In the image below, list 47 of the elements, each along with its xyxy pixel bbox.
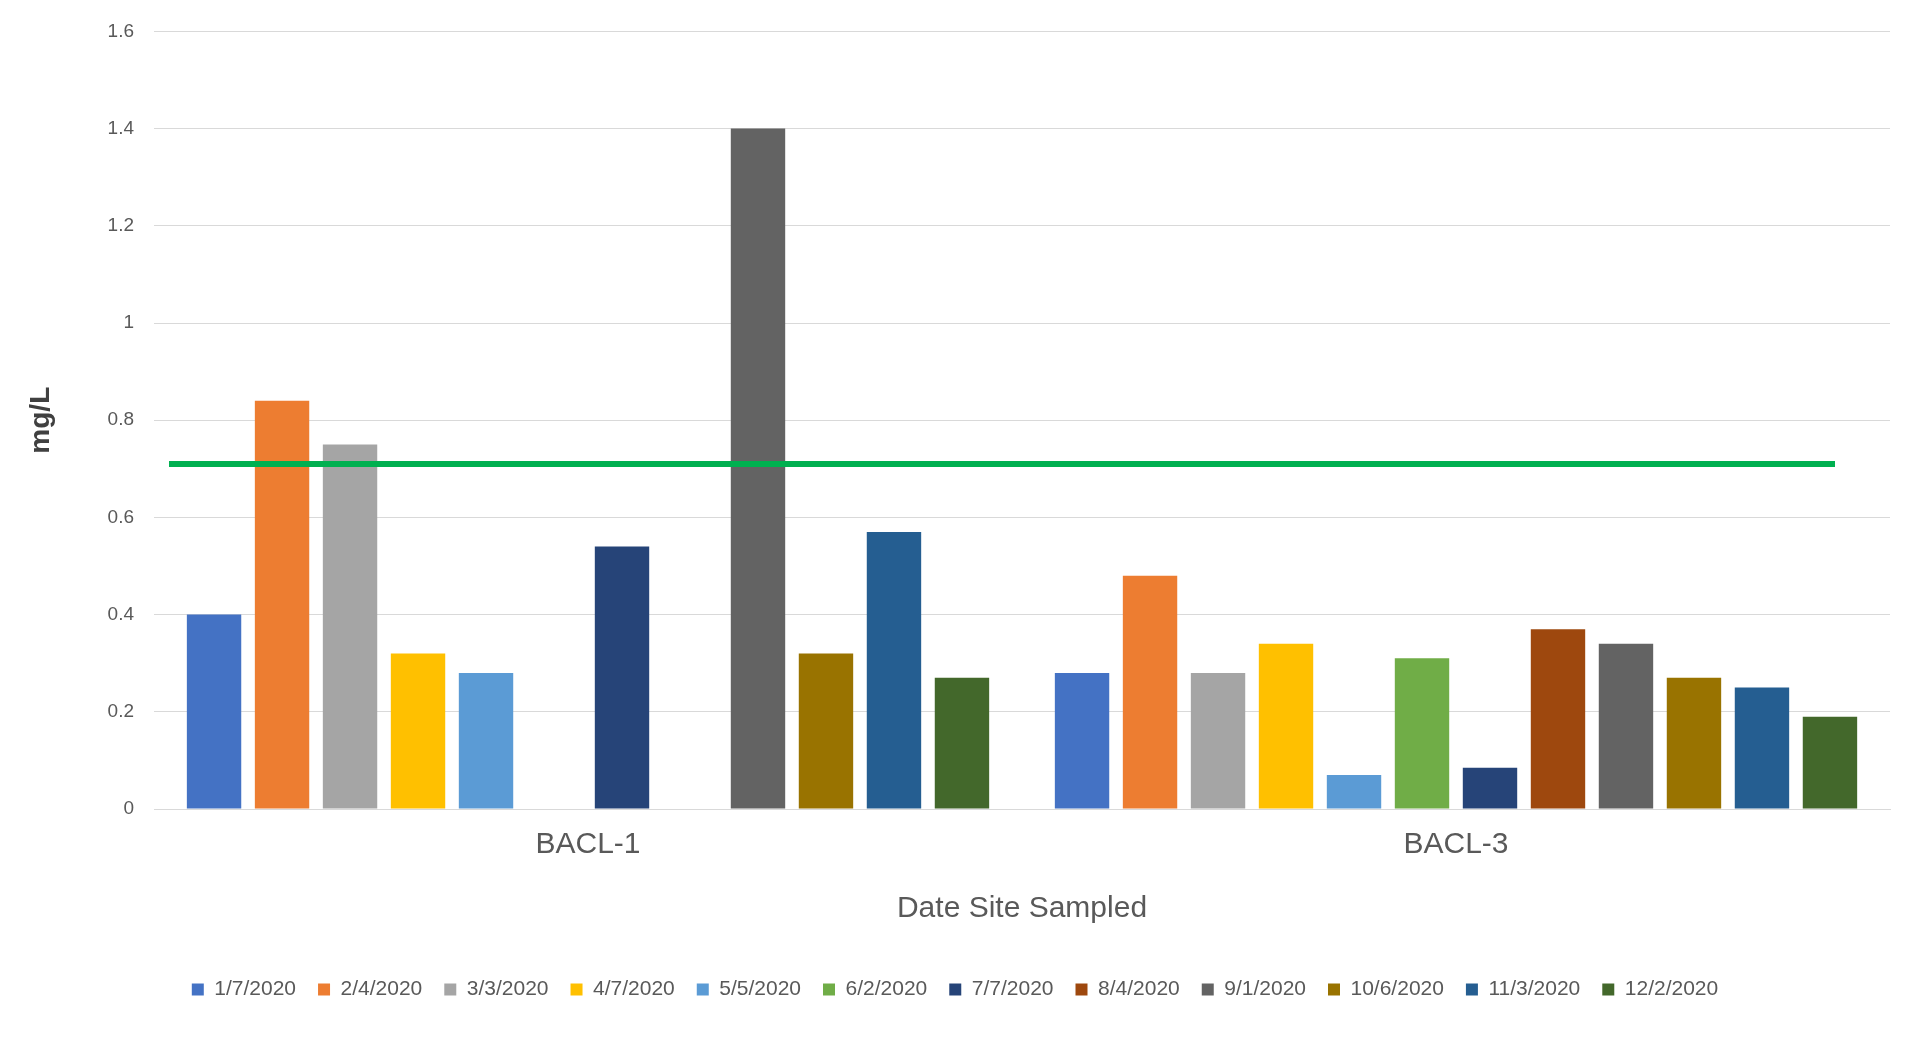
y-tick-label: 0.4 — [107, 602, 135, 624]
legend-label: 1/7/2020 — [214, 976, 297, 1000]
bar — [934, 677, 990, 809]
x-axis-title: Date Site Sampled — [896, 890, 1148, 924]
legend-label: 6/2/2020 — [845, 976, 928, 1000]
bar — [866, 531, 922, 809]
bar — [1598, 643, 1654, 809]
bar — [1394, 658, 1450, 809]
y-tick-label: 0.8 — [107, 408, 135, 430]
legend-label: 12/2/2020 — [1624, 976, 1719, 1000]
legend-label: 4/7/2020 — [593, 976, 675, 1000]
x-tick-label: BACL-3 — [1403, 826, 1509, 860]
bar — [458, 672, 514, 809]
bar — [798, 653, 854, 809]
bar — [1666, 677, 1722, 809]
legend-label: 8/4/2020 — [1098, 976, 1180, 1000]
bar — [730, 128, 786, 809]
y-tick-label: 0.6 — [107, 505, 135, 527]
bar — [322, 444, 378, 809]
y-tick-label: 1.2 — [107, 214, 135, 236]
legend-label: 2/4/2020 — [340, 976, 423, 1000]
bar — [1190, 672, 1246, 809]
y-tick-label: 0.2 — [107, 700, 135, 722]
legend-label: 7/7/2020 — [971, 976, 1054, 1000]
bar — [1530, 629, 1586, 809]
y-tick-label: 1.6 — [107, 19, 135, 41]
bar — [1054, 672, 1110, 809]
y-tick-label: 1.4 — [107, 116, 135, 138]
bar — [594, 546, 650, 809]
bar — [1122, 575, 1178, 809]
bar — [1258, 643, 1314, 809]
bar — [390, 653, 446, 809]
bar — [1326, 774, 1382, 809]
legend-label: 11/3/2020 — [1488, 976, 1581, 1000]
legend-label: 10/6/2020 — [1350, 976, 1444, 1000]
bar — [1462, 767, 1518, 809]
x-tick-label: BACL-1 — [535, 826, 641, 860]
legend-label: 5/5/2020 — [719, 976, 802, 1000]
bar — [1802, 716, 1858, 809]
legend-label: 9/1/2020 — [1224, 976, 1306, 1000]
y-axis-title: mg/L — [23, 386, 55, 454]
legend-label: 3/3/2020 — [466, 976, 549, 1000]
bar — [186, 614, 242, 809]
bar — [1734, 687, 1790, 809]
bar — [254, 400, 310, 809]
y-tick-label: 1 — [123, 311, 135, 333]
y-tick-label: 0 — [123, 797, 135, 819]
